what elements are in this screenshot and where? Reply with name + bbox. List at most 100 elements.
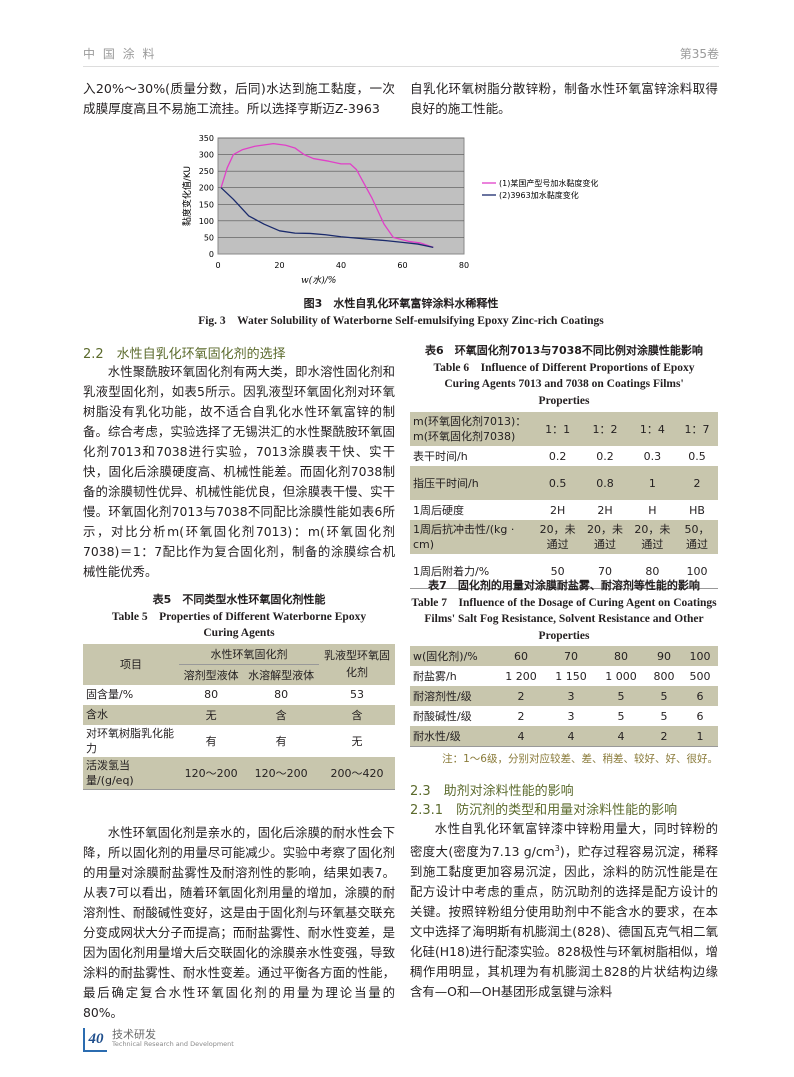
table-header-row: w(固化剂)/% 60 70 80 90 100 [410, 646, 718, 666]
table-cell: 无 [351, 734, 363, 748]
section-2-3-heading: 2.3 助剂对涂料性能的影响 [410, 784, 574, 799]
x-tick-label: 60 [397, 261, 407, 270]
y-tick-label: 0 [209, 250, 214, 259]
table-cell: 2 [517, 709, 525, 723]
y-tick-label: 350 [199, 134, 214, 143]
series-line-1 [220, 142, 434, 248]
table-row: 耐盐雾/h 1 200 1 150 1 000 800 500 [410, 666, 718, 686]
table-header-cell: w(固化剂)/% [410, 646, 496, 666]
table-row: 固含量/% 80 80 53 [83, 685, 395, 705]
table-row: 含水无含含 [83, 704, 395, 725]
table-cell: 6 [682, 686, 718, 706]
table-cell: 2 [646, 726, 682, 747]
table-header-cell: 1：2 [581, 412, 629, 446]
section-2-2-heading: 2.2 水性自乳化环氧固化剂的选择 [83, 347, 286, 362]
section-2-3-1-heading: 2.3.1 防沉剂的类型和用量对涂料性能的影响 [410, 803, 678, 818]
table-cell: 4 [496, 726, 546, 747]
table-cell: 固含量/% [86, 688, 134, 701]
superscript: 3 [554, 844, 560, 853]
table-row: 对环氧树脂乳化能力 有 有 无 [83, 725, 395, 757]
table-cell: 5 [596, 686, 646, 706]
table-cell: 2H [597, 503, 613, 517]
table-header-cell: 80 [596, 646, 646, 666]
table-row: 表干时间/h 0.2 0.2 0.3 0.5 [410, 446, 718, 466]
table-header-cell: 90 [646, 646, 682, 666]
y-tick-label: 100 [199, 217, 214, 226]
table-header-cell: 100 [682, 646, 718, 666]
table-cell: 含水 [83, 704, 179, 725]
table-cell: 1 [628, 466, 677, 500]
table-row: 指压干时间/h 0.5 0.8 1 2 [410, 466, 718, 500]
table-7-caption-en: Table 7 Influence of the Dosage of Curin… [411, 596, 717, 642]
y-tick-label: 200 [199, 184, 214, 193]
figure-caption-zh: 图3 水性自乳化环氧富锌涂料水稀释性 [303, 297, 499, 310]
table-cell: 6 [696, 709, 704, 723]
table-7: 表7 固化剂的用量对涂膜耐盐雾、耐溶剂等性能的影响 Table 7 Influe… [410, 578, 718, 766]
table-cell: 0.5 [688, 449, 706, 463]
table-cell: 有 [205, 734, 217, 748]
table-cell: 0.2 [548, 449, 567, 463]
table-cell: 0.2 [596, 449, 614, 463]
table-header-row: m(环氧固化剂7013)：m(环氧固化剂7038) 1：1 1：2 1：4 1：7 [410, 412, 718, 446]
table-cell: 耐溶剂性/级 [410, 686, 496, 706]
table-6-grid: m(环氧固化剂7013)：m(环氧固化剂7038) 1：1 1：2 1：4 1：7 表干时… [410, 412, 718, 589]
table-5-caption-zh: 表5 不同类型水性环氧固化剂性能 [152, 593, 326, 606]
table-cell: 对环氧树脂乳化能力 [86, 726, 174, 755]
table-cell: 活泼氢当量/(g/eq) [83, 756, 179, 789]
figure-3-chart: 0 50 100 150 200 250 300 350 0 20 40 60 80 w(水)/% 黏度变化… [181, 134, 598, 286]
footer-section-en: Technical Research and Development [112, 1040, 234, 1048]
x-tick-label: 0 [215, 261, 220, 270]
table-cell: 80 [645, 564, 660, 578]
section-2-3-1-body: 水性自乳化环氧富锌漆中锌粉用量大，同时锌粉的密度大(密度为7.13 g/cm3)… [410, 819, 718, 1002]
th-group: 水性环氧固化剂 [179, 643, 319, 665]
table-cell: 1 200 [505, 669, 537, 683]
table-6-caption-en: Table 6 Influence of Different Proportio… [433, 361, 695, 407]
table-cell: 1 000 [605, 669, 637, 683]
table-6: 表6 环氧固化剂7013与7038不同比例对涂膜性能影响 Table 6 Inf… [410, 343, 718, 589]
journal-name: 中 国 涂 料 [83, 47, 157, 61]
table-cell: HB [689, 503, 705, 517]
table-cell: 0.8 [581, 466, 629, 500]
table-header-cell: 60 [496, 646, 546, 666]
x-tick-label: 20 [274, 261, 284, 270]
table-cell: 800 [653, 669, 675, 683]
table-7-note: 注：1～6级，分别对应较差、差、稍差、较好、好、很好。 [442, 753, 718, 765]
table-5: 表5 不同类型水性环氧固化剂性能 Table 5 Properties of D… [83, 592, 395, 790]
legend-label: (1)某国产型号加水黏度变化 [499, 178, 598, 188]
table-row: 耐溶剂性/级 2 3 5 5 6 [410, 686, 718, 706]
table-7-grid: w(固化剂)/% 60 70 80 90 100 耐盐雾/h 1 200 1 150 1 000 8… [410, 646, 718, 747]
table-cell: 5 [617, 709, 625, 723]
y-tick-label: 50 [204, 233, 214, 242]
paragraph-top-right: 自乳化环氧树脂分散锌粉，制备水性环氧富锌涂料取得良好的施工性能。 [410, 81, 718, 116]
table-cell: 120～200 [243, 756, 319, 789]
table-row: 1周后抗冲击性/(kg · cm) 20，未通过 20，未通过 20，未通过 50，通过 [410, 520, 718, 554]
footer-section-zh: 技术研发 [112, 1028, 156, 1041]
table-cell: 70 [598, 564, 613, 578]
table-cell: 耐水性/级 [410, 726, 496, 747]
th-emulsion: 乳液型环氧固化剂 [319, 643, 395, 685]
table-cell: 0.5 [534, 466, 582, 500]
table-cell: 有 [275, 734, 287, 748]
table-cell: 20，未通过 [628, 520, 677, 554]
y-tick-label: 300 [199, 151, 214, 160]
table-cell: 1 [682, 726, 718, 747]
table-cell: 500 [689, 669, 711, 683]
x-axis-label: w(水)/% [301, 275, 336, 286]
table-cell: 3 [546, 686, 596, 706]
table-7-caption-zh: 表7 固化剂的用量对涂膜耐盐雾、耐溶剂等性能的影响 [428, 579, 700, 592]
paragraph-top-left: 入20%～30%(质量分数，后同)水达到施工黏度，一次成膜厚度高且不易施工流挂。… [83, 81, 395, 116]
table-cell: 耐盐雾/h [413, 669, 457, 683]
table-cell: 50，通过 [676, 520, 718, 554]
table-cell: 无 [179, 704, 244, 725]
table-cell: 耐酸碱性/级 [413, 709, 472, 723]
table-cell: 20，未通过 [581, 520, 629, 554]
x-tick-label: 40 [336, 261, 346, 270]
table-cell: 含 [243, 704, 319, 725]
table-cell: 1 150 [555, 669, 587, 683]
table-cell: 2 [676, 466, 718, 500]
table-header-cell: 1：7 [676, 412, 718, 446]
table-header-cell: 1：1 [534, 412, 582, 446]
th-water-soluble: 水溶解型液体 [243, 664, 319, 685]
header-divider [83, 66, 719, 67]
